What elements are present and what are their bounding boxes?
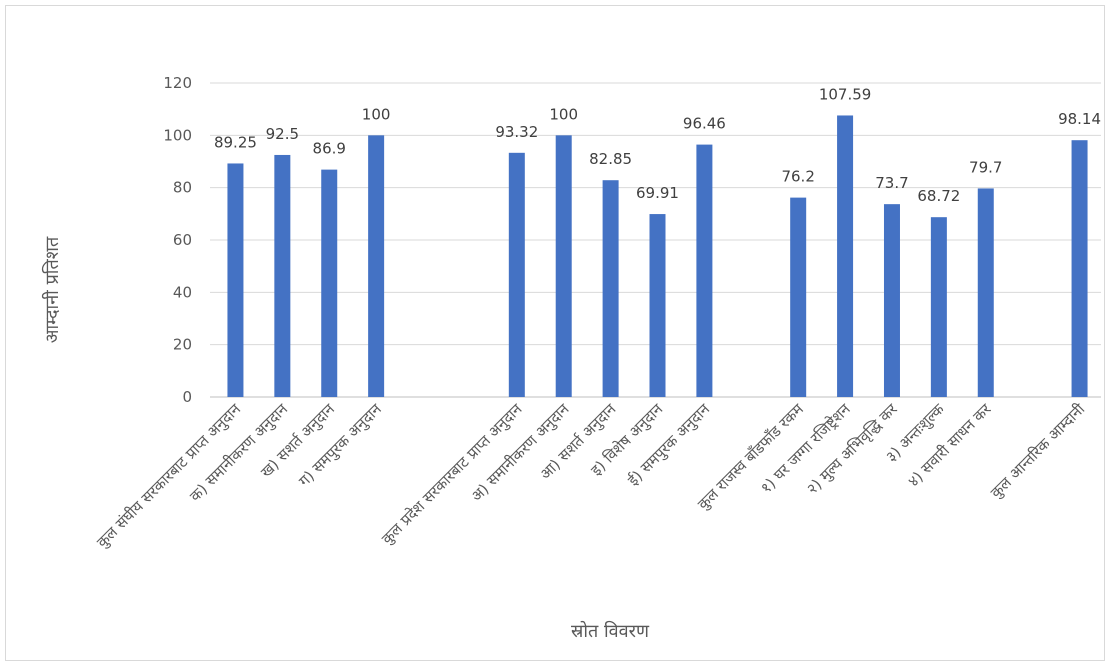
data-label: 76.2 <box>781 168 814 186</box>
data-label: 79.7 <box>969 158 1002 176</box>
gridlines <box>210 82 1101 398</box>
bar <box>930 217 947 397</box>
bar <box>508 152 525 397</box>
y-tick-label: 20 <box>173 336 192 354</box>
y-tick-labels: 0 20 40 60 80 100 120 <box>163 74 192 406</box>
y-tick-label: 80 <box>173 179 192 197</box>
y-tick-label: 100 <box>163 126 192 144</box>
category-label: ४) सवारी साधन कर <box>904 399 995 490</box>
y-tick-label: 40 <box>173 283 192 301</box>
y-tick-label: 60 <box>173 231 192 249</box>
y-tick-label: 120 <box>163 74 192 92</box>
bars <box>227 115 1088 398</box>
bar <box>649 214 666 397</box>
data-label: 100 <box>362 105 391 123</box>
bar <box>227 163 244 397</box>
category-labels: कुल संघीय सरकारबाट प्राप्त अनुदानक) समान… <box>93 399 1090 552</box>
bar <box>368 135 385 398</box>
data-label: 93.32 <box>495 123 538 141</box>
data-label: 100 <box>549 105 578 123</box>
bar <box>555 135 572 398</box>
bar <box>883 204 900 397</box>
data-label: 69.91 <box>636 184 679 202</box>
bar <box>696 144 713 397</box>
chart-frame <box>5 5 1105 661</box>
bar <box>321 169 338 397</box>
y-tick-label: 0 <box>182 388 192 406</box>
data-label: 96.46 <box>683 115 726 133</box>
category-label: ई) समपुरक अनुदान <box>624 400 714 490</box>
category-label: ग) समपुरक अनुदान <box>295 400 386 491</box>
data-label: 89.25 <box>214 133 257 151</box>
data-label: 86.9 <box>313 140 346 158</box>
data-label: 82.85 <box>589 150 632 168</box>
bar <box>977 188 994 397</box>
data-label: 68.72 <box>917 187 960 205</box>
bar <box>1071 140 1088 398</box>
data-label: 98.14 <box>1058 110 1101 128</box>
data-label: 92.5 <box>266 125 299 143</box>
x-axis-title: स्रोत विवरण <box>571 620 650 642</box>
category-label: कुल आन्तरिक आम्दानी <box>987 399 1090 502</box>
bar <box>602 180 619 397</box>
bar <box>790 197 807 397</box>
data-label: 107.59 <box>819 85 872 103</box>
bar <box>274 154 291 397</box>
data-label: 73.7 <box>875 174 908 192</box>
y-axis-title: आम्दानी प्रतिशत <box>41 236 63 343</box>
bar <box>837 115 854 397</box>
